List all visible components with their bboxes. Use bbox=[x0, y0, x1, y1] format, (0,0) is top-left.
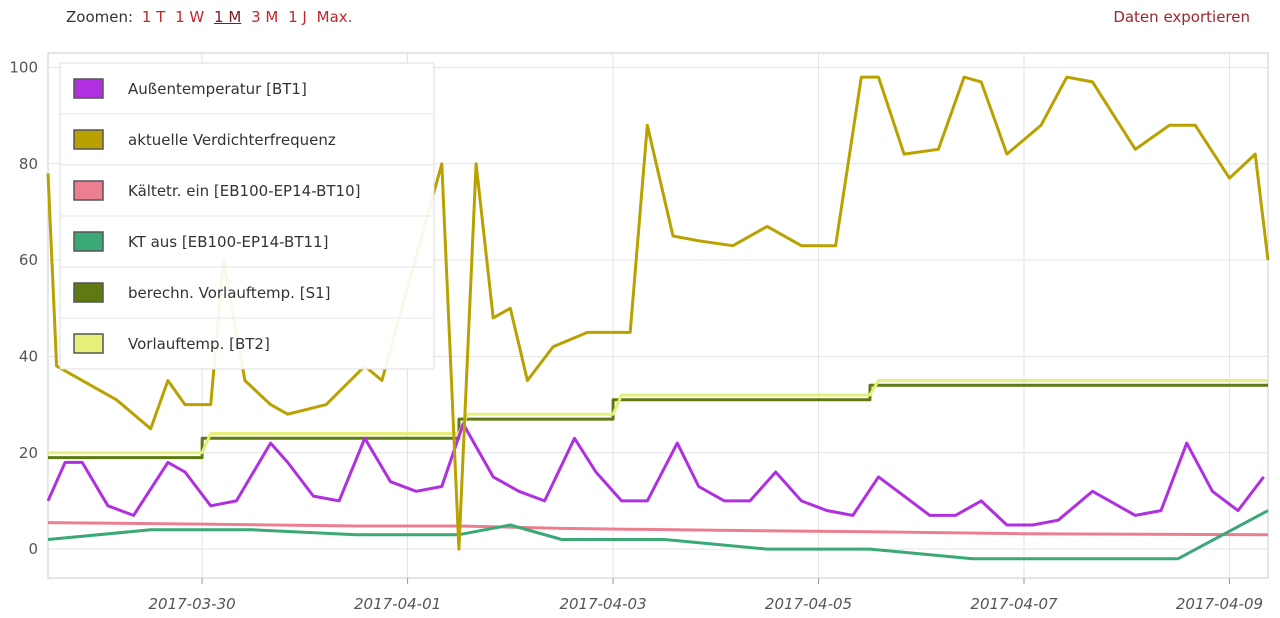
y-axis: 0 20 40 60 80 100 bbox=[9, 58, 38, 558]
legend[interactable]: Außentemperatur [BT1] aktuelle Verdichter… bbox=[59, 62, 435, 370]
series-line-0 bbox=[46, 422, 1265, 527]
legend-entry-label[interactable]: berechn. Vorlauftemp. [S1] bbox=[128, 284, 331, 302]
zoom-option-3-months[interactable]: 3 M bbox=[251, 8, 279, 26]
chart-toolbar: Zoomen: 1 T 1 W 1 M 3 M 1 J Max. Daten e… bbox=[0, 0, 1280, 36]
legend-entry-label[interactable]: KT aus [EB100-EP14-BT11] bbox=[128, 233, 328, 251]
zoom-option-max[interactable]: Max. bbox=[316, 8, 353, 26]
legend-entry-label[interactable]: Kältetr. ein [EB100-EP14-BT10] bbox=[128, 182, 360, 200]
legend-swatch[interactable] bbox=[73, 129, 104, 150]
x-tick-label: 2017-04-01 bbox=[354, 595, 441, 613]
legend-entry-label[interactable]: aktuelle Verdichterfrequenz bbox=[128, 131, 336, 149]
y-tick-label: 40 bbox=[19, 347, 38, 365]
y-tick-label: 20 bbox=[19, 444, 38, 462]
zoom-option-1-day[interactable]: 1 T bbox=[141, 8, 166, 26]
x-tick-label: 2017-04-05 bbox=[765, 595, 852, 613]
x-axis: 2017-03-30 2017-04-01 2017-04-03 2017-04-05… bbox=[149, 578, 1263, 613]
zoom-option-1-year[interactable]: 1 J bbox=[288, 8, 307, 26]
grid-lines bbox=[48, 53, 1268, 578]
y-tick-label: 100 bbox=[9, 58, 38, 76]
line-chart: 0 20 40 60 80 100 2017-03-30 2017-04-01 2017-04… bbox=[9, 52, 1270, 613]
legend-entry-label[interactable]: Außentemperatur [BT1] bbox=[128, 80, 307, 98]
series-line-3 bbox=[47, 509, 1269, 561]
legend-swatch[interactable] bbox=[73, 231, 104, 252]
zoom-control: Zoomen: 1 T 1 W 1 M 3 M 1 J Max. bbox=[66, 8, 357, 26]
legend-swatch[interactable] bbox=[73, 78, 104, 99]
zoom-option-1-month[interactable]: 1 M bbox=[214, 8, 242, 26]
export-data-link[interactable]: Daten exportieren bbox=[1113, 8, 1250, 26]
y-tick-label: 80 bbox=[19, 155, 38, 173]
zoom-option-1-week[interactable]: 1 W bbox=[175, 8, 205, 26]
x-tick-label: 2017-04-03 bbox=[559, 595, 646, 613]
y-tick-label: 60 bbox=[19, 251, 38, 269]
series-line-5 bbox=[48, 379, 1268, 455]
legend-swatch[interactable] bbox=[73, 282, 104, 303]
x-tick-label: 2017-03-30 bbox=[149, 595, 236, 613]
x-tick-label: 2017-04-09 bbox=[1176, 595, 1263, 613]
legend-swatch[interactable] bbox=[73, 180, 104, 201]
legend-entry-label[interactable]: Vorlauftemp. [BT2] bbox=[128, 335, 270, 353]
x-tick-label: 2017-04-07 bbox=[970, 595, 1058, 613]
series-line-2 bbox=[47, 521, 1269, 537]
zoom-label: Zoomen: bbox=[66, 8, 134, 26]
y-tick-label: 0 bbox=[28, 540, 38, 558]
legend-swatch[interactable] bbox=[73, 333, 104, 354]
